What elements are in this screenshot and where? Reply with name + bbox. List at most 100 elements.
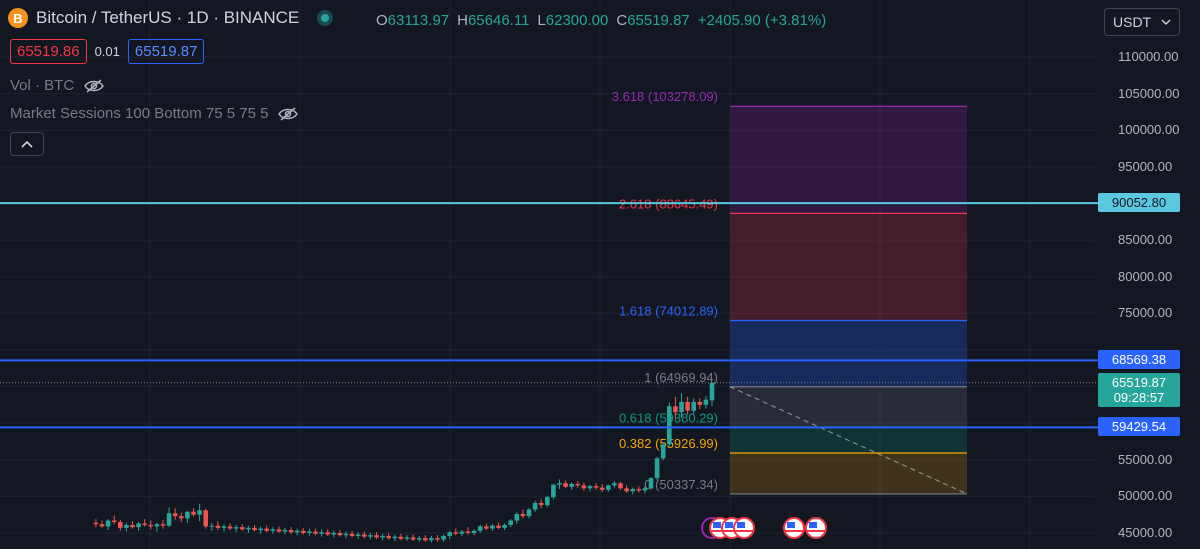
- candle: [240, 524, 245, 531]
- candle: [416, 535, 422, 542]
- fib-extension-fills: [730, 106, 967, 494]
- candle: [514, 512, 520, 524]
- candle: [551, 483, 556, 500]
- candle: [624, 485, 629, 493]
- candle: [398, 533, 404, 541]
- current-price-value: 65519.87: [1111, 374, 1167, 390]
- us-flag-icon[interactable]: [783, 517, 805, 539]
- us-flag-icon[interactable]: [733, 517, 755, 539]
- price-axis-tick: 45000.00: [1118, 525, 1173, 540]
- chart-grid: [0, 0, 1095, 549]
- candle: [349, 530, 355, 538]
- price-axis-tick: 95000.00: [1118, 158, 1173, 174]
- candle: [660, 442, 666, 461]
- candle: [276, 526, 282, 533]
- candle: [252, 524, 257, 532]
- candlesticks: [93, 381, 715, 543]
- fib-zone: [730, 213, 967, 321]
- fib-zone: [730, 386, 967, 428]
- candle: [209, 522, 215, 531]
- candle: [319, 529, 324, 537]
- candle: [368, 533, 373, 540]
- fib-level-label: 1.618 (74012.89): [619, 304, 718, 319]
- candle: [172, 508, 178, 520]
- price-axis-tick: 50000.00: [1118, 488, 1173, 504]
- open-label: O: [376, 12, 388, 29]
- candle: [362, 531, 367, 539]
- candle: [142, 519, 147, 527]
- current-price-tag: 65519.87 09:28:57: [1098, 372, 1180, 407]
- candle: [282, 527, 288, 535]
- candle: [630, 487, 635, 495]
- candle: [526, 508, 532, 519]
- fib-level-label: 0 (50337.34): [644, 477, 718, 492]
- candle: [484, 523, 489, 531]
- candle: [331, 530, 337, 538]
- candle: [227, 523, 233, 531]
- candle: [490, 524, 495, 531]
- fib-extension-labels: 3.618 (103278.09)2.618 (88645.49)1.618 (…: [612, 89, 718, 492]
- buy-price-button[interactable]: 65519.87: [127, 39, 205, 64]
- price-axis-tick: 75000.00: [1118, 305, 1173, 321]
- candle: [636, 486, 642, 493]
- candle: [130, 521, 135, 529]
- candle: [160, 519, 166, 529]
- candle: [447, 530, 452, 539]
- low-value: 62300.00: [545, 12, 609, 29]
- candle: [99, 520, 105, 528]
- chevron-down-icon: [1161, 19, 1171, 25]
- candle: [179, 512, 184, 523]
- indicator-market-sessions[interactable]: Market Sessions 100 Bottom 75 5 75 5: [10, 105, 299, 122]
- price-axis-tag: 68569.38: [1098, 350, 1180, 370]
- candle: [148, 520, 154, 530]
- candle: [697, 398, 703, 410]
- indicator-volume[interactable]: Vol · BTC: [10, 77, 105, 94]
- candle: [185, 511, 190, 523]
- candle: [111, 515, 117, 525]
- candle: [258, 526, 263, 534]
- fib-level-label: 1 (64969.94): [644, 370, 718, 385]
- candle: [191, 508, 196, 517]
- symbol-header[interactable]: B Bitcoin / TetherUS · 1D · BINANCE: [8, 8, 334, 28]
- candle: [587, 484, 593, 492]
- symbol-title[interactable]: Bitcoin / TetherUS · 1D · BINANCE: [36, 8, 300, 27]
- candle: [667, 402, 672, 447]
- candle: [215, 521, 221, 531]
- currency-select[interactable]: USDT: [1104, 8, 1180, 36]
- fib-level-label: 3.618 (103278.09): [612, 89, 718, 104]
- bar-countdown: 09:28:57: [1113, 389, 1165, 405]
- price-axis-tick: 100000.00: [1118, 122, 1180, 138]
- us-flag-icon[interactable]: [805, 517, 827, 539]
- indicator-label: Vol · BTC: [10, 77, 75, 94]
- candle: [337, 530, 343, 537]
- candle: [221, 524, 227, 532]
- candle: [105, 519, 111, 531]
- candle: [508, 519, 513, 528]
- sell-price-button[interactable]: 65519.86: [10, 39, 87, 64]
- eye-hidden-icon[interactable]: [278, 106, 299, 121]
- fib-trend-line: [729, 386, 968, 495]
- close-label: C: [616, 12, 628, 29]
- candle: [93, 519, 99, 528]
- price-axis-tick: 105000.00: [1118, 85, 1180, 101]
- candle: [703, 396, 709, 409]
- candle: [654, 456, 660, 481]
- candle: [599, 483, 605, 492]
- low-label: L: [537, 12, 546, 29]
- candle: [136, 522, 141, 531]
- price-axis-tick: 55000.00: [1118, 451, 1173, 467]
- fib-zone: [730, 106, 967, 214]
- collapse-indicators-button[interactable]: [10, 132, 44, 156]
- bitcoin-logo-icon: B: [8, 8, 28, 28]
- candle: [166, 507, 172, 528]
- candle: [118, 519, 123, 531]
- eye-hidden-icon[interactable]: [84, 78, 105, 93]
- candle: [496, 522, 501, 530]
- candle: [325, 529, 330, 536]
- candle: [410, 534, 416, 542]
- candle: [423, 535, 428, 542]
- candle: [197, 503, 202, 522]
- candle: [404, 535, 410, 542]
- price-axis-tag: 90052.80: [1098, 193, 1180, 213]
